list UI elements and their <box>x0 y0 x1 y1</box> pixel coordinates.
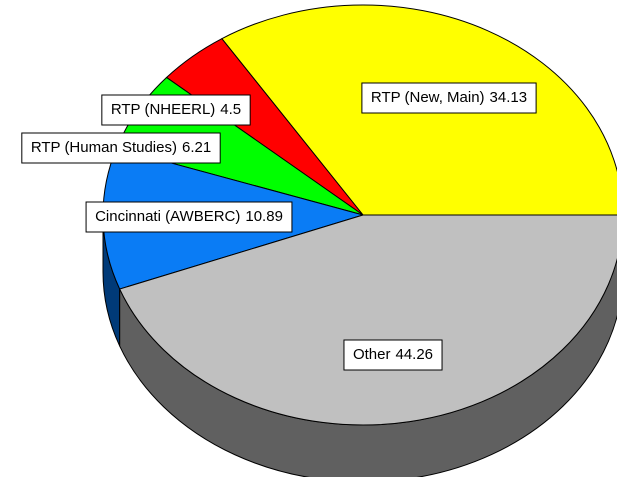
label-text: Other 44.26 <box>353 346 433 363</box>
data-label: RTP (New, Main) 34.13 <box>361 82 537 114</box>
pie-slice <box>119 214 617 426</box>
label-box <box>361 82 537 114</box>
label-box <box>85 201 293 233</box>
label-category: Cincinnati (AWBERC) <box>95 208 240 225</box>
label-box <box>21 132 221 164</box>
label-category: RTP (Human Studies) <box>31 139 177 156</box>
data-label: RTP (Human Studies) 6.21 <box>21 132 221 164</box>
label-text: RTP (New, Main) 34.13 <box>371 89 527 106</box>
data-label: Other 44.26 <box>343 339 443 371</box>
label-box <box>343 339 443 371</box>
data-label: Cincinnati (AWBERC) 10.89 <box>85 201 293 233</box>
label-category: Other <box>353 346 391 363</box>
label-value: 10.89 <box>245 208 283 225</box>
label-value: 6.21 <box>182 139 211 156</box>
data-label: RTP (NHEERL) 4.5 <box>101 94 251 126</box>
label-category: RTP (NHEERL) <box>111 101 215 118</box>
label-value: 34.13 <box>490 89 528 106</box>
label-text: RTP (NHEERL) 4.5 <box>111 101 241 118</box>
label-text: Cincinnati (AWBERC) 10.89 <box>95 208 283 225</box>
label-category: RTP (New, Main) <box>371 89 485 106</box>
label-box <box>101 94 251 126</box>
label-text: RTP (Human Studies) 6.21 <box>31 139 211 156</box>
label-value: 44.26 <box>395 346 433 363</box>
label-value: 4.5 <box>220 101 241 118</box>
